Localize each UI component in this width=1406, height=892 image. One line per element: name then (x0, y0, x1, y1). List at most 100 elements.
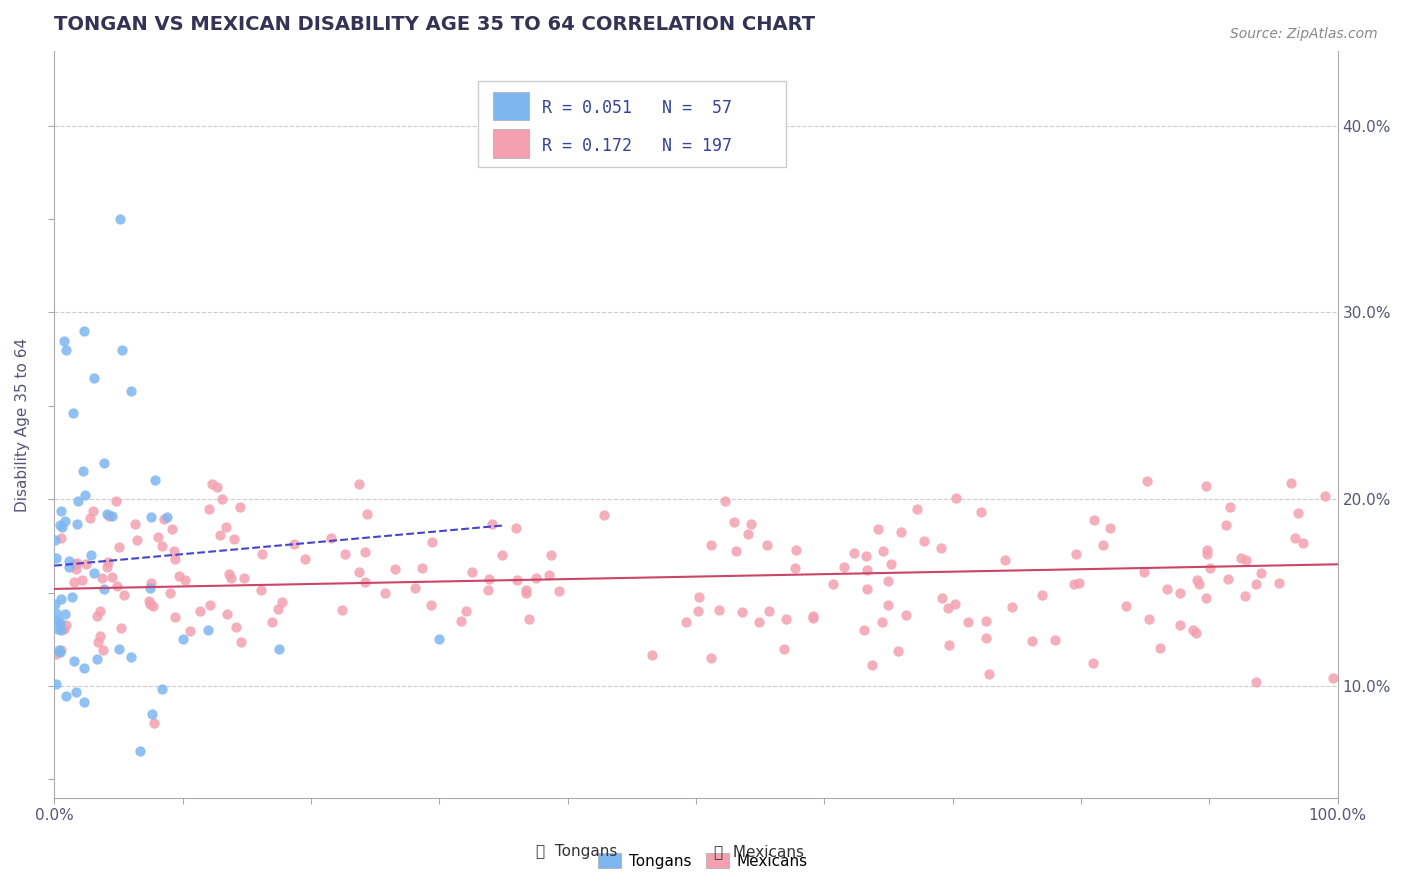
Point (173, 573, 195, 587)
Point (152, 682, 174, 697)
Point (354, 545, 377, 559)
Point (731, 605, 754, 619)
Point (128, 744, 150, 758)
Point (1215, 518, 1237, 533)
Point (353, 575, 375, 590)
Point (755, 538, 778, 552)
Point (1063, 577, 1085, 591)
Point (772, 642, 794, 657)
FancyBboxPatch shape (478, 80, 786, 167)
Point (45, 551, 67, 566)
Point (198, 599, 221, 613)
Point (100, 509, 122, 524)
Point (73, 324, 96, 338)
Point (65, 684, 87, 698)
Point (547, 583, 569, 598)
Point (872, 615, 894, 629)
Point (260, 615, 283, 630)
Point (1279, 475, 1302, 490)
Point (108, 642, 131, 657)
Point (153, 512, 176, 526)
Point (478, 572, 501, 586)
Point (356, 508, 378, 522)
Point (249, 583, 271, 598)
Point (505, 521, 527, 535)
Point (688, 590, 710, 604)
Point (70, 573, 93, 587)
Point (73, 661, 96, 675)
Point (101, 570, 124, 584)
Point (505, 573, 527, 587)
Point (454, 604, 477, 618)
Point (83, 566, 105, 581)
Point (1230, 550, 1253, 565)
Point (785, 543, 807, 558)
Point (62, 406, 84, 420)
Point (89, 604, 111, 618)
Point (347, 565, 370, 579)
Point (515, 583, 537, 598)
Point (66, 516, 89, 531)
Point (124, 517, 146, 532)
Point (1021, 634, 1043, 648)
Point (1133, 566, 1156, 580)
Point (51, 520, 73, 534)
Point (477, 582, 499, 597)
Point (44, 597, 66, 611)
Point (52, 334, 75, 349)
Point (641, 648, 664, 662)
Point (1246, 577, 1268, 591)
Point (233, 571, 256, 585)
Point (201, 477, 224, 491)
Point (250, 547, 273, 561)
Point (1067, 576, 1090, 591)
Y-axis label: Disability Age 35 to 64: Disability Age 35 to 64 (15, 337, 30, 511)
Point (1149, 640, 1171, 655)
Point (96, 559, 118, 574)
FancyBboxPatch shape (494, 129, 529, 158)
Point (49, 591, 72, 606)
Point (267, 641, 290, 656)
Point (592, 508, 614, 523)
Point (83, 370, 105, 384)
Point (524, 571, 547, 585)
Point (55, 343, 77, 358)
Point (1064, 547, 1087, 561)
Point (1115, 599, 1137, 614)
Point (138, 581, 160, 595)
Text: 🔵  Tongans: 🔵 Tongans (536, 845, 617, 859)
Point (740, 516, 762, 531)
Point (215, 607, 238, 621)
Point (872, 544, 894, 558)
Point (1284, 532, 1306, 546)
Point (48, 623, 70, 637)
Point (72, 465, 94, 479)
Point (905, 502, 928, 516)
Point (1081, 657, 1104, 671)
Point (159, 586, 181, 600)
Point (46, 614, 69, 628)
Point (1194, 478, 1216, 492)
Point (156, 509, 179, 524)
Point (72, 694, 94, 708)
Point (270, 595, 292, 609)
Point (1322, 672, 1344, 686)
Point (53, 622, 76, 636)
Point (1197, 547, 1219, 561)
Legend: Tongans, Mexicans: Tongans, Mexicans (598, 853, 808, 869)
Point (725, 544, 748, 558)
Point (1313, 489, 1336, 503)
Point (943, 597, 966, 611)
Point (977, 667, 1000, 681)
Point (197, 623, 219, 637)
Point (974, 615, 997, 629)
Point (887, 644, 910, 658)
Point (515, 586, 537, 600)
Point (49, 623, 72, 637)
Text: R = 0.172   N = 197: R = 0.172 N = 197 (541, 136, 733, 154)
Point (55, 618, 77, 632)
Point (172, 632, 194, 647)
Point (1181, 624, 1204, 638)
FancyBboxPatch shape (494, 92, 529, 120)
Point (143, 716, 166, 731)
